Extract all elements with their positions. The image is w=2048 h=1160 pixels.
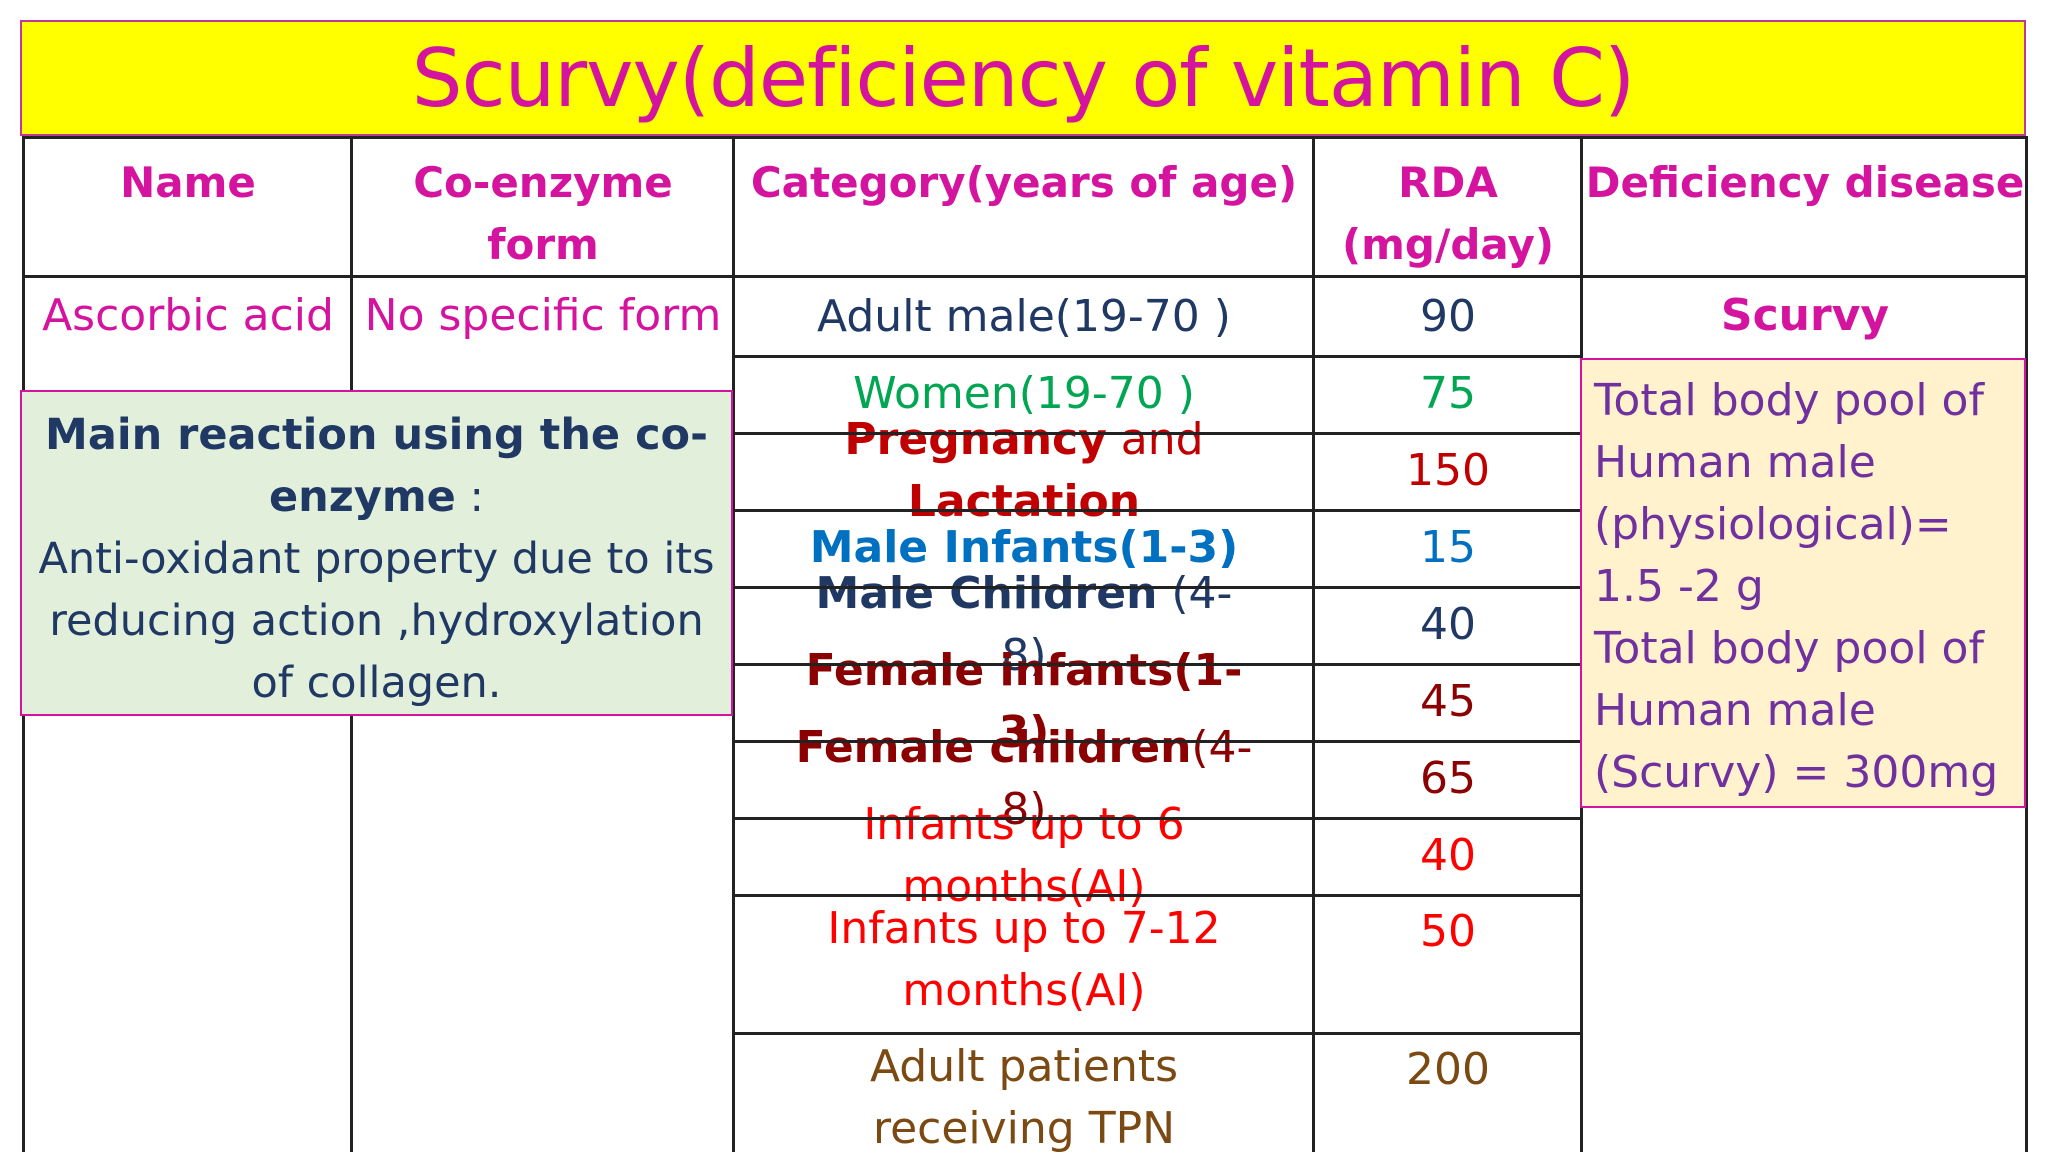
category-text-part: Male Infants(1-3): [809, 521, 1239, 573]
row-divider: [734, 894, 1582, 897]
category-cell: Male Children (4-8): [734, 568, 1314, 681]
reaction-box: Main reaction using the co-enzyme : Anti…: [20, 390, 733, 716]
page-title: Scurvy(deficiency of vitamin C): [411, 31, 1635, 125]
vitamin-coenzyme: No specific form: [364, 290, 722, 341]
category-label: Male Children (4-8): [794, 563, 1254, 687]
row-divider: [734, 1032, 1582, 1035]
row-divider: [734, 740, 1582, 743]
rda-value: 90: [1420, 290, 1476, 342]
reaction-heading: Main reaction using the co-enzyme: [45, 410, 708, 522]
header-rda: RDA (mg/day): [1314, 140, 1582, 276]
category-label: Female infants(1-3): [794, 640, 1254, 764]
body-pool-line: Total body pool of: [1594, 623, 1984, 674]
category-text-part: Adult patients receiving TPN: [869, 1041, 1179, 1154]
category-text-part: (4-8): [1001, 721, 1253, 835]
category-cell: Female children(4-8): [734, 722, 1314, 835]
category-cell: Female infants(1-3): [734, 645, 1314, 758]
body-pool-line: (Scurvy) = 300mg: [1594, 747, 1999, 798]
category-text-part: Lactation: [907, 475, 1141, 527]
category-text-part: and: [1106, 413, 1204, 465]
category-label: Adult patients receiving TPN: [794, 1036, 1254, 1160]
category-cell: Adult patients receiving TPN: [734, 1032, 1314, 1154]
rda-value: 45: [1420, 675, 1476, 727]
column-divider: [732, 136, 735, 1152]
column-divider: [1312, 136, 1315, 1152]
category-label: Adult male(19-70 ): [817, 286, 1231, 348]
category-text-part: (4-8): [1001, 567, 1233, 681]
category-text-part: Male Children: [815, 567, 1158, 619]
row-divider: [734, 432, 1582, 435]
row-divider: [734, 663, 1582, 666]
column-divider: [2025, 136, 2028, 1152]
category-label: Female children(4-8): [794, 717, 1254, 841]
category-label: Infants up to 7-12 months(AI): [794, 898, 1254, 1022]
category-cell: Pregnancy and Lactation: [734, 414, 1314, 527]
category-cell: Women(19-70 ): [734, 355, 1314, 432]
body-pool-line: Human male: [1594, 685, 1876, 736]
row-divider: [734, 509, 1582, 512]
category-cell: Infants up to 7-12 months(AI): [734, 894, 1314, 1032]
body-pool-line: (physiological)=: [1594, 499, 1952, 550]
rda-value: 65: [1420, 752, 1476, 804]
category-text-part: Infants up to 6 months(AI): [863, 798, 1185, 912]
table-top-border: [22, 136, 2028, 139]
vitamin-name: Ascorbic acid: [42, 290, 334, 341]
category-text-part: Pregnancy: [844, 413, 1107, 465]
reaction-text: Anti-oxidant property due to its reducin…: [38, 534, 715, 708]
reaction-colon: :: [455, 472, 484, 522]
category-label: Male Infants(1-3): [810, 517, 1239, 579]
category-label: Women(19-70 ): [853, 363, 1195, 425]
title-bar: Scurvy(deficiency of vitamin C): [20, 20, 2026, 136]
header-bottom-border: [22, 275, 2028, 278]
rda-value: 150: [1406, 444, 1490, 496]
row-divider: [734, 817, 1582, 820]
rda-value: 40: [1420, 829, 1476, 881]
category-cell: Adult male(19-70 ): [734, 278, 1314, 355]
header-deficiency: Deficiency disease: [1585, 158, 2025, 207]
header-rda-line2: (mg/day): [1341, 220, 1555, 269]
rda-value: 15: [1420, 521, 1476, 573]
category-text-part: Adult male(19-70 ): [817, 290, 1231, 342]
rda-value: 40: [1420, 598, 1476, 650]
body-pool-line: 1.5 -2 g: [1594, 561, 1764, 612]
body-pool-box: Total body pool of Human male (physiologic…: [1580, 358, 2026, 808]
category-text-part: Women(19-70 ): [853, 367, 1195, 419]
row-divider: [734, 586, 1582, 589]
rda-value: 75: [1420, 367, 1476, 419]
row-divider: [734, 355, 1582, 358]
category-text-part: Female infants(1-3): [805, 644, 1243, 758]
rda-value: 50: [1420, 906, 1476, 957]
body-pool-line: Human male: [1594, 437, 1876, 488]
category-label: Infants up to 6 months(AI): [794, 794, 1254, 918]
body-pool-line: Total body pool of: [1594, 375, 1984, 426]
rda-value: 200: [1406, 1044, 1490, 1095]
category-label: Pregnancy and Lactation: [794, 409, 1254, 533]
header-rda-line1: RDA: [1398, 158, 1498, 207]
category-text-part: Infants up to 7-12 months(AI): [827, 903, 1221, 1016]
category-cell: Male Infants(1-3): [734, 509, 1314, 586]
header-coenzyme: Co-enzyme form: [413, 158, 673, 269]
header-name: Name: [120, 158, 256, 207]
vitamin-disease: Scurvy: [1720, 290, 1890, 341]
header-category: Category(years of age): [750, 158, 1298, 207]
category-text-part: Female children: [795, 721, 1192, 773]
category-cell: Infants up to 6 months(AI): [734, 799, 1314, 912]
